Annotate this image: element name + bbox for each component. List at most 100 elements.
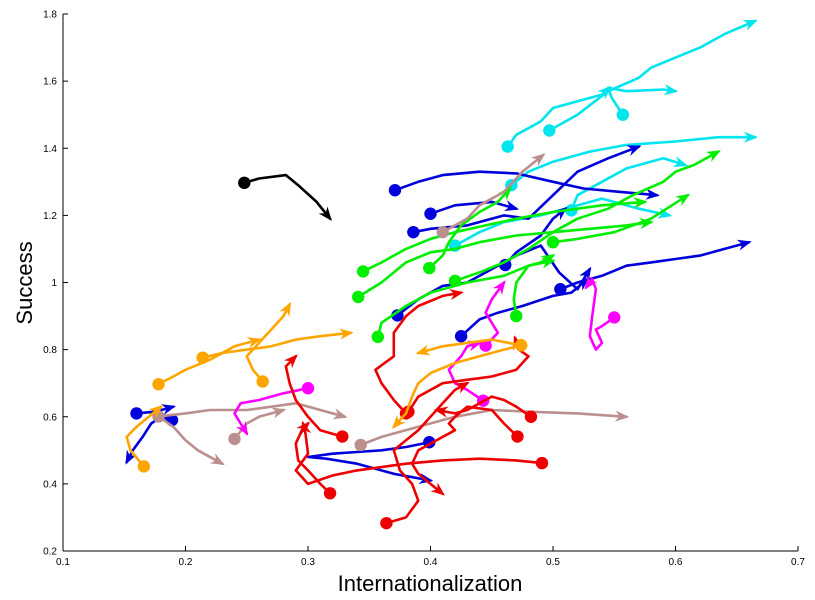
trajectory-series <box>283 354 349 443</box>
trajectory-line <box>376 257 556 339</box>
trajectory-start-point <box>130 407 143 420</box>
trajectory-series <box>125 404 164 473</box>
trajectory-start-point <box>137 460 151 473</box>
trajectory-line <box>584 275 616 351</box>
series-layer <box>125 19 758 530</box>
trajectory-series <box>306 436 436 484</box>
trajectory-start-point <box>546 236 560 249</box>
trajectory-start-point <box>380 516 393 530</box>
trajectory-series <box>374 289 464 420</box>
trajectory-line <box>283 354 344 438</box>
y-tick-label: 0.6 <box>43 412 57 423</box>
trajectory-start-point <box>454 330 468 343</box>
trajectory-series <box>454 277 590 343</box>
y-tick-label: 1.2 <box>43 211 57 222</box>
y-tick-label: 1 <box>51 278 57 289</box>
trajectory-series <box>238 173 332 221</box>
trajectory-line <box>453 197 673 247</box>
axis-labels: Internationalization Success <box>12 241 522 596</box>
trajectory-line <box>385 381 470 525</box>
trajectory-line <box>606 84 679 116</box>
trajectory-start-point <box>510 309 523 323</box>
trajectory-series <box>510 254 556 323</box>
trajectory-line <box>433 395 533 419</box>
trajectory-line <box>201 328 354 359</box>
x-tick-label: 0.7 <box>791 557 805 568</box>
y-tick-label: 0.4 <box>43 479 57 490</box>
trajectory-start-point <box>323 487 337 500</box>
trajectory-line <box>391 344 523 429</box>
trajectory-series <box>606 84 679 121</box>
trajectory-series <box>479 280 506 352</box>
trajectory-series <box>152 402 348 423</box>
y-tick-label: 1.4 <box>43 144 57 155</box>
trajectory-line <box>294 421 332 495</box>
y-tick-label: 0.2 <box>43 547 57 558</box>
trajectory-line <box>428 186 512 270</box>
trajectory-series <box>505 131 758 192</box>
trajectory-start-point <box>423 261 436 275</box>
trajectory-series <box>152 337 262 391</box>
trajectory-start-point <box>391 309 404 322</box>
trajectory-start-point <box>354 438 367 452</box>
trajectory-series <box>423 186 512 275</box>
trajectory-line <box>548 19 758 132</box>
trajectory-series <box>546 193 691 249</box>
trajectory-line <box>393 170 660 200</box>
trajectory-line <box>551 193 691 244</box>
trajectory-series <box>294 421 337 500</box>
trajectory-line <box>429 200 519 215</box>
trajectory-series <box>196 328 354 364</box>
trajectory-start-point <box>256 375 269 388</box>
trajectory-start-point <box>479 339 492 352</box>
trajectory-series <box>543 19 758 137</box>
y-axis-label: Success <box>12 241 37 324</box>
trajectory-start-point <box>238 176 251 190</box>
trajectory-line <box>510 131 758 187</box>
trajectory-line <box>506 85 612 148</box>
trajectory-start-point <box>524 410 538 423</box>
trajectory-start-point <box>352 290 365 304</box>
trajectory-series <box>380 381 470 530</box>
trajectory-line <box>294 420 544 486</box>
trajectory-line <box>415 338 523 356</box>
trajectory-start-point <box>535 456 549 470</box>
trajectory-line <box>570 156 688 212</box>
trajectory-series <box>415 338 528 356</box>
y-tick-label: 1.6 <box>43 77 57 88</box>
trajectory-start-point <box>356 265 370 278</box>
trajectory-line <box>356 218 654 299</box>
trajectory-series <box>433 395 538 423</box>
trajectory-line <box>512 254 556 318</box>
trajectory-line <box>359 408 630 447</box>
y-tick-label: 1.8 <box>43 10 57 21</box>
x-tick-label: 0.1 <box>56 557 70 568</box>
trajectory-start-point <box>608 311 621 324</box>
trajectory-series <box>233 382 315 436</box>
trajectory-start-point <box>152 377 165 391</box>
trajectory-series <box>501 85 612 153</box>
trajectory-line <box>125 404 164 468</box>
trajectory-line <box>157 402 348 420</box>
trajectory-line <box>396 244 592 317</box>
trajectory-start-point <box>514 339 528 352</box>
trajectory-line <box>374 289 464 415</box>
trajectory-start-point <box>501 140 514 153</box>
trajectory-series <box>352 218 654 304</box>
y-tick-label: 0.8 <box>43 345 57 356</box>
trajectory-series <box>371 257 556 344</box>
trajectory-start-point <box>388 184 402 197</box>
trajectory-line <box>484 280 506 347</box>
trajectory-line <box>453 150 721 283</box>
trajectory-start-point <box>336 430 349 443</box>
trajectory-line <box>157 415 225 466</box>
x-tick-label: 0.6 <box>669 557 683 568</box>
trajectory-start-point <box>554 283 567 296</box>
trajectory-start-point <box>436 225 449 239</box>
trajectory-series <box>424 200 519 220</box>
trajectory-line <box>410 405 519 496</box>
trajectory-series <box>388 170 660 200</box>
trajectory-series <box>410 405 524 496</box>
trajectory-line <box>459 277 590 338</box>
